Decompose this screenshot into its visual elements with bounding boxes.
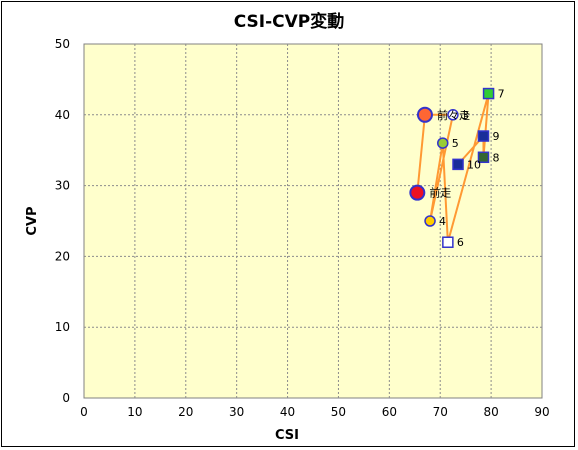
y-tick-labels: 0 10 20 30 40 50	[55, 37, 70, 405]
data-point	[409, 184, 426, 201]
data-point	[482, 87, 495, 100]
data-label: 5	[452, 137, 459, 150]
x-tick-label: 20	[178, 405, 193, 419]
data-point	[477, 151, 490, 164]
x-tick-label: 40	[280, 405, 295, 419]
data-label: 7	[498, 88, 505, 101]
y-tick-label: 10	[55, 320, 70, 334]
data-label: 3	[462, 109, 469, 122]
y-tick-label: 40	[55, 108, 70, 122]
y-axis-title: CVP	[25, 206, 40, 235]
data-label: 8	[492, 151, 499, 164]
chart-title: CSI-CVP変動	[234, 11, 345, 32]
gridlines	[84, 44, 542, 398]
x-tick-label: 60	[382, 405, 397, 419]
y-tick-label: 20	[55, 249, 70, 263]
x-tick-label: 90	[534, 405, 549, 419]
y-tick-label: 0	[62, 391, 70, 405]
x-tick-label: 0	[80, 405, 88, 419]
data-point	[442, 236, 454, 248]
data-label: 9	[492, 130, 499, 143]
plot-background	[83, 43, 543, 399]
x-tick-label: 70	[433, 405, 448, 419]
data-points	[409, 87, 495, 248]
data-label: 10	[467, 158, 481, 171]
data-point	[424, 215, 436, 227]
data-point	[452, 158, 464, 171]
x-tick-label: 50	[331, 405, 346, 419]
x-tick-label: 10	[127, 405, 142, 419]
series-line	[416, 93, 490, 243]
x-tick-labels: 0 10 20 30 40 50 60 70 80 90	[80, 405, 549, 419]
x-tick-label: 80	[483, 405, 498, 419]
data-point	[477, 130, 490, 142]
x-axis-title: CSI	[275, 428, 299, 443]
data-point	[416, 106, 433, 123]
data-label: 4	[439, 215, 446, 228]
y-tick-label: 30	[55, 179, 70, 193]
y-tick-label: 50	[55, 37, 70, 51]
data-label: 前々走	[437, 108, 470, 122]
data-label: 6	[457, 236, 464, 249]
data-label: 前走	[429, 186, 451, 200]
data-point	[447, 109, 459, 121]
data-point	[437, 137, 449, 149]
x-tick-label: 30	[229, 405, 244, 419]
